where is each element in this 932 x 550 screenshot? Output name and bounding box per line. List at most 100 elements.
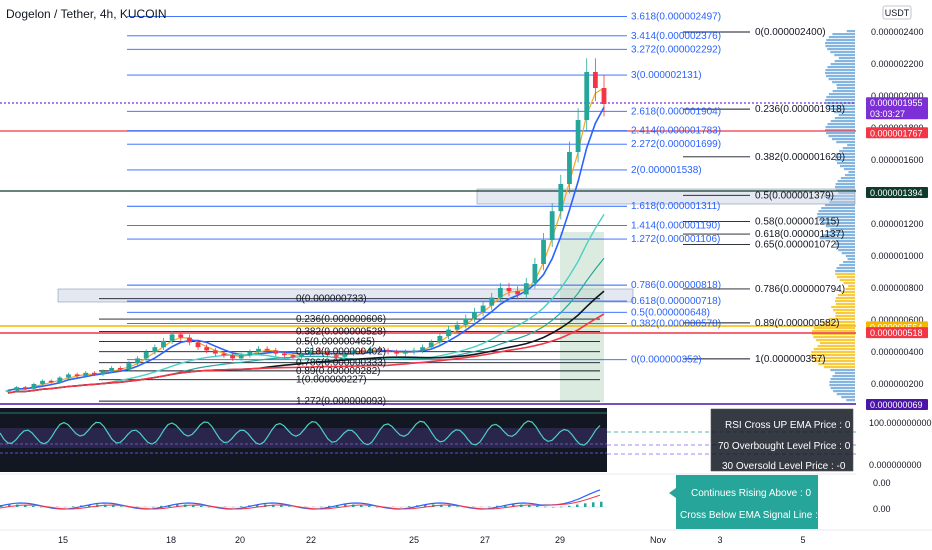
price-tick-label: 0.000000600 <box>871 315 924 325</box>
candle-body <box>377 348 382 351</box>
volume-profile-bar <box>836 153 855 156</box>
candle-body <box>472 312 477 319</box>
volume-profile-bar <box>836 276 855 279</box>
macd-histogram-bar <box>344 504 347 507</box>
volume-profile-bar <box>823 234 855 237</box>
macd-histogram-bar <box>104 504 107 507</box>
volume-shade <box>560 232 604 402</box>
price-tag-label: 0.000001955 <box>870 98 923 108</box>
macd-histogram-bar <box>8 504 11 507</box>
candle-body <box>143 352 149 359</box>
volume-profile-bar <box>811 357 855 360</box>
candle-body <box>109 368 115 372</box>
candle-body <box>333 355 339 357</box>
volume-profile-bar <box>841 252 855 255</box>
macd-histogram-bar <box>584 503 587 507</box>
volume-profile-bar <box>830 369 855 372</box>
fib-extension-label: 3.618(0.000002497) <box>631 11 721 22</box>
time-tick-label: 27 <box>480 535 490 545</box>
volume-profile-bar <box>812 330 855 333</box>
macd-histogram-bar <box>408 506 411 507</box>
fib-retrace-left-label: 0(0.000000733) <box>296 294 367 305</box>
volume-profile-bar <box>834 54 855 57</box>
fib-extension-label: 1.414(0.000001190) <box>631 221 720 232</box>
time-axis[interactable]: 15 18 20 22 25 27 29 Nov 3 5 <box>0 529 932 545</box>
macd-box-line-2: Cross Below EMA Signal Line : 0 <box>680 510 827 521</box>
fib-extension-label: 3.272(0.000002292) <box>631 44 721 55</box>
time-tick-label: 25 <box>409 535 419 545</box>
candle-body <box>497 288 503 298</box>
volume-profile-bar <box>835 156 855 159</box>
volume-profile-bar <box>838 249 855 252</box>
macd-histogram-bar <box>240 506 243 507</box>
candle-body <box>282 353 287 356</box>
macd-histogram-bar <box>72 506 75 507</box>
price-axis[interactable]: USDT 0.0000024000.0000022000.0000020000.… <box>856 0 932 550</box>
volume-profile-bar <box>814 327 855 330</box>
macd-info-box <box>676 475 818 529</box>
fib-retrace-left-label: 1.272(0.000000093) <box>296 396 386 407</box>
volume-profile-bar <box>829 384 855 387</box>
candle-body <box>40 380 45 384</box>
volume-profile-bar <box>837 162 855 165</box>
candle-body <box>351 350 356 354</box>
volume-profile-bar <box>835 312 855 315</box>
volume-profile-bar <box>818 363 855 366</box>
macd-histogram-bar <box>360 505 363 507</box>
macd-pane: Continues Rising Above : 0 Cross Below E… <box>0 473 891 529</box>
price-tag <box>866 97 928 120</box>
macd-histogram-bar <box>160 505 163 507</box>
candle-body <box>307 350 313 354</box>
volume-profile-bar <box>827 123 855 126</box>
volume-profile-bar <box>821 207 855 210</box>
volume-profile-bar <box>830 228 855 231</box>
candle-body <box>601 88 607 104</box>
fib-extension-label: 2.618(0.000001904) <box>631 106 721 117</box>
volume-profile-bar <box>825 72 855 75</box>
volume-profile-bar <box>830 378 855 381</box>
volume-profile-bar <box>825 45 855 48</box>
macd-scale-bottom: 0.00 <box>873 504 891 514</box>
macd-histogram-bar <box>472 506 475 508</box>
candle-body <box>273 350 279 354</box>
candle-body <box>66 374 71 378</box>
macd-scale-top: 0.00 <box>873 478 891 488</box>
volume-profile-bar <box>835 240 855 243</box>
volume-profile-bar <box>831 138 855 141</box>
volume-profile-bar <box>844 174 855 177</box>
volume-profile-bar <box>837 294 855 297</box>
volume-profile-bar <box>835 300 855 303</box>
volume-profile-bar <box>848 171 855 174</box>
fib-retrace-label: 0.618(0.000001137) <box>755 229 844 240</box>
macd-histogram-bar <box>280 505 283 507</box>
candle-body <box>523 283 529 295</box>
volume-profile-bar <box>836 393 855 396</box>
rsi-box-line-3: 30 Oversold Level Price : -0 <box>722 461 846 472</box>
macd-histogram-bar <box>552 506 555 508</box>
volume-profile-bar <box>832 33 855 36</box>
volume-profile-bar <box>839 165 855 168</box>
volume-profile-bar <box>816 339 855 342</box>
candle-body <box>299 353 305 357</box>
volume-profile-bar <box>843 282 855 285</box>
volume-profile-bar <box>838 114 855 117</box>
candle-body <box>186 337 192 343</box>
candle-body <box>368 348 374 352</box>
fib-retrace-label: 0.382(0.000001620) <box>755 152 845 163</box>
macd-histogram-bar <box>592 502 595 507</box>
volume-profile-bar <box>826 96 855 99</box>
macd-histogram-bar <box>224 506 227 508</box>
volume-profile-bar <box>839 150 855 153</box>
volume-profile-bar <box>830 51 855 54</box>
volume-profile-bar <box>832 81 855 84</box>
volume-profile-bar <box>848 285 855 288</box>
macd-histogram-bar <box>232 506 235 508</box>
volume-profile-bar <box>833 309 855 312</box>
fib-retrace-left-label: 0.5(0.000000465) <box>296 337 375 348</box>
macd-histogram-bar <box>488 506 491 508</box>
volume-profile-bar <box>813 348 855 351</box>
macd-histogram-bar <box>272 504 275 507</box>
currency-button[interactable] <box>882 5 912 20</box>
macd-histogram-bar <box>536 506 539 507</box>
